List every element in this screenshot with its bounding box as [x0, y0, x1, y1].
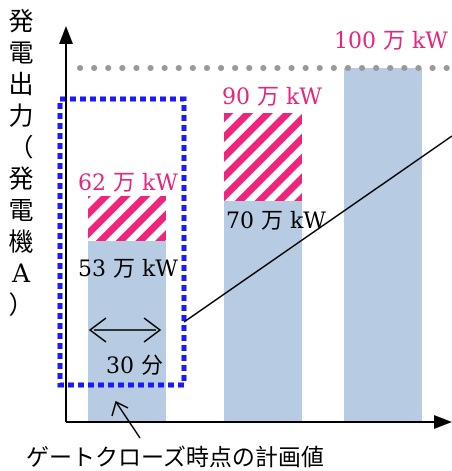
- y-axis-label-char: A: [11, 259, 31, 288]
- y-axis-label-char: （: [8, 133, 33, 162]
- y-axis-label-char: 出: [8, 70, 33, 99]
- label-left-bar: 53 万 kW: [78, 257, 178, 282]
- y-axis-label-char: 発: [8, 7, 33, 36]
- y-axis-label-char: 発: [8, 165, 33, 194]
- bar-left: [88, 240, 166, 422]
- bar-right: [344, 68, 422, 422]
- y-axis-label-char: 機: [8, 228, 33, 257]
- hatched-block-left: [88, 196, 166, 241]
- label-lower-hatched: 62 万 kW: [78, 171, 178, 196]
- y-axis-label: 発電出力（発電機 A）: [8, 7, 33, 320]
- caption: ゲートクローズ時点の計画値: [26, 445, 324, 471]
- y-axis-label-char: 電: [8, 39, 33, 68]
- y-axis-label-char: 力: [8, 102, 33, 131]
- leader-line: [183, 135, 452, 323]
- gate-closure-box: [57, 96, 187, 388]
- y-axis-arrow: [59, 26, 73, 44]
- label-upper-hatched: 90 万 kW: [222, 85, 322, 110]
- label-middle-bar: 70 万 kW: [226, 209, 326, 234]
- x-axis-arrow: [434, 415, 452, 429]
- bar-middle: [224, 200, 302, 422]
- caption-pointer-arrow: [111, 400, 141, 439]
- y-axis-label-char: ）: [8, 291, 33, 320]
- hatched-block-middle: [224, 113, 302, 201]
- y-axis-label-char: 電: [8, 196, 33, 225]
- label-duration: 30 分: [106, 354, 163, 379]
- label-max: 100 万 kW: [334, 29, 448, 54]
- y-axis-label-text: 発電出力（発電機 A）: [8, 7, 33, 320]
- duration-arrow: [88, 317, 162, 343]
